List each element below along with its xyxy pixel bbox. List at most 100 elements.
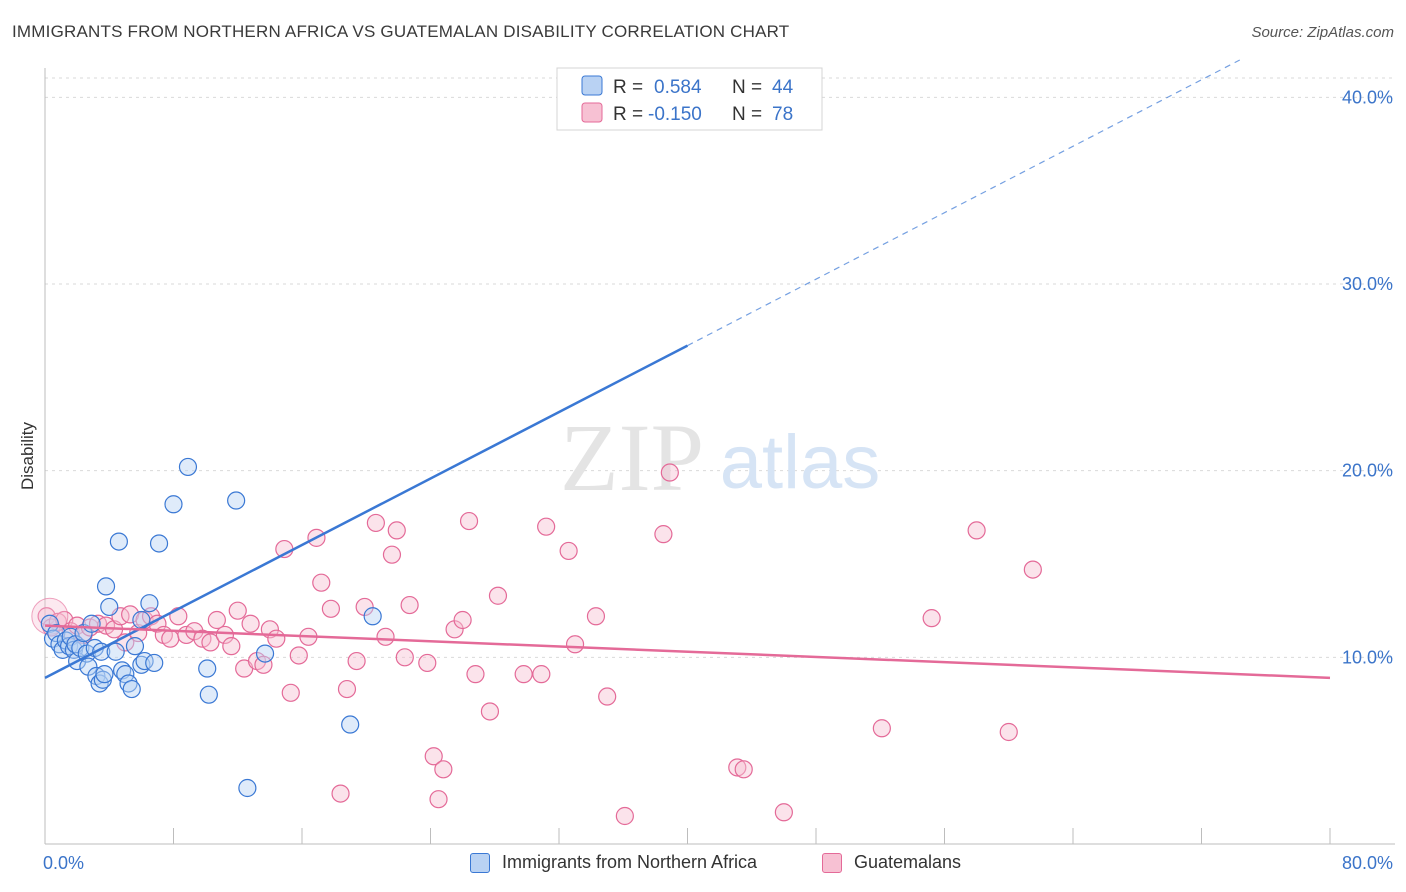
northern-africa-point-45 xyxy=(363,607,382,626)
tick-labels: 10.0% 20.0% 30.0% 40.0% 0.0% 80.0% xyxy=(43,87,1393,873)
northern-africa-point-38 xyxy=(178,457,198,477)
guatemalans-point-25 xyxy=(207,610,226,630)
guatemalans-point-66 xyxy=(565,635,585,654)
legend-r-value-blue: 0.584 xyxy=(654,77,702,98)
legend-r-label-blue: R = xyxy=(613,77,643,98)
guatemalans-point-73 xyxy=(734,760,753,779)
y-tick-label-0: 10.0% xyxy=(1342,647,1393,667)
guatemalans-point-47 xyxy=(376,627,395,646)
legend-swatch-northern-africa xyxy=(470,852,490,873)
chart-title: IMMIGRANTS FROM NORTHERN AFRICA VS GUATE… xyxy=(12,22,790,41)
northern-africa-point-22 xyxy=(96,577,116,596)
guatemalans-point-48 xyxy=(382,545,402,564)
guatemalans-point-72 xyxy=(728,758,747,777)
bottom-legend: Immigrants from Northern Africa Guatemal… xyxy=(0,852,1406,878)
guatemalans-point-19 xyxy=(161,629,180,648)
guatemalans-point-44 xyxy=(347,651,366,671)
legend-n-label-pink: N = xyxy=(732,104,762,125)
guatemalans-point-43 xyxy=(337,679,357,699)
guatemalans-point-57 xyxy=(453,610,472,630)
northern-africa-point-39 xyxy=(198,659,217,678)
guatemalans-point-49 xyxy=(387,521,406,540)
guatemalans-point-59 xyxy=(466,665,485,684)
northern-africa-point-23 xyxy=(100,597,119,617)
legend-n-label-blue: N = xyxy=(732,77,762,98)
legend-label-guatemalans: Guatemalans xyxy=(854,852,962,872)
bottom-legend-item-guatemalans: Guatemalans xyxy=(822,852,961,873)
northern-africa-point-2 xyxy=(47,623,66,643)
guatemalans-point-62 xyxy=(514,665,533,684)
guatemalans-point-63 xyxy=(532,665,551,684)
guatemalans-point-79 xyxy=(1023,560,1042,579)
legend-box: R = 0.584 N = 44 R = -0.150 N = 78 xyxy=(556,67,823,131)
legend-label-northern-africa: Immigrants from Northern Africa xyxy=(502,852,758,872)
guatemalans-point-69 xyxy=(615,806,634,826)
legend-n-value-blue: 44 xyxy=(772,77,794,98)
northern-africa-trend-line xyxy=(44,344,689,679)
trend-lines xyxy=(44,59,1331,680)
guatemalans-trend-line xyxy=(44,624,1331,680)
guatemalans-point-61 xyxy=(488,586,508,605)
northern-africa-point-15 xyxy=(82,614,101,633)
northern-africa-point-33 xyxy=(140,594,159,613)
y-tick-label-2: 30.0% xyxy=(1342,274,1393,294)
legend-r-label-pink: R = xyxy=(613,104,643,125)
guatemalans-points xyxy=(31,463,1042,826)
guatemalans-point-53 xyxy=(424,747,443,766)
guatemalans-point-52 xyxy=(418,653,437,673)
guatemalans-point-34 xyxy=(267,629,286,648)
bottom-legend-item-northern-africa: Immigrants from Northern Africa xyxy=(470,852,757,873)
northern-africa-point-34 xyxy=(145,653,164,673)
northern-africa-point-28 xyxy=(119,674,138,693)
guatemalans-point-51 xyxy=(400,595,419,615)
guatemalans-point-24 xyxy=(201,633,220,652)
guatemalans-point-26 xyxy=(215,625,234,645)
guatemalans-point-27 xyxy=(222,637,241,656)
guatemalans-point-74 xyxy=(774,803,793,822)
y-tick-label-3: 40.0% xyxy=(1342,87,1393,107)
legend-n-value-pink: 78 xyxy=(772,104,793,125)
northern-africa-point-41 xyxy=(227,491,246,510)
guatemalans-point-54 xyxy=(429,790,448,809)
x-tick-label-min: 0.0% xyxy=(43,853,84,873)
northern-africa-point-42 xyxy=(238,778,257,798)
guatemalans-point-67 xyxy=(586,607,606,626)
northern-africa-points xyxy=(40,457,382,798)
legend-r-value-pink: -0.150 xyxy=(648,104,702,125)
y-axis-label: Disability xyxy=(18,421,37,490)
guatemalans-point-58 xyxy=(459,511,479,531)
northern-africa-point-35 xyxy=(149,534,169,553)
guatemalans-point-76 xyxy=(922,609,941,628)
guatemalans-point-42 xyxy=(331,784,350,803)
northern-africa-point-37 xyxy=(164,495,183,514)
guatemalans-point-70 xyxy=(654,525,673,544)
watermark-atlas: atlas xyxy=(720,420,881,505)
guatemalans-point-37 xyxy=(289,646,308,665)
guatemalans-point-65 xyxy=(559,541,578,561)
guatemalans-point-50 xyxy=(395,648,414,667)
source-label: Source: ZipAtlas.com xyxy=(1251,24,1394,41)
northern-africa-point-29 xyxy=(122,679,141,699)
guatemalans-point-77 xyxy=(967,521,986,540)
northern-africa-point-40 xyxy=(199,685,218,704)
guatemalans-point-78 xyxy=(999,722,1018,742)
watermark: ZIP atlas xyxy=(560,404,880,511)
x-tick-label-max: 80.0% xyxy=(1342,853,1393,873)
guatemalans-point-71 xyxy=(660,463,679,482)
northern-africa-point-0 xyxy=(40,614,59,633)
guatemalans-point-28 xyxy=(228,601,247,620)
axes xyxy=(44,68,1395,845)
northern-africa-point-25 xyxy=(109,532,128,551)
northern-africa-point-24 xyxy=(106,642,125,661)
guatemalans-point-60 xyxy=(480,702,500,721)
legend-swatch-guatemalans xyxy=(822,852,842,873)
guatemalans-point-46 xyxy=(366,513,385,533)
watermark-zip: ZIP xyxy=(560,404,704,511)
guatemalans-point-30 xyxy=(241,614,260,633)
legend-swatch-pink xyxy=(581,102,603,123)
guatemalans-point-36 xyxy=(281,683,300,702)
legend-swatch-blue xyxy=(581,75,603,96)
northern-africa-point-30 xyxy=(125,637,145,656)
northern-africa-point-43 xyxy=(255,644,275,663)
